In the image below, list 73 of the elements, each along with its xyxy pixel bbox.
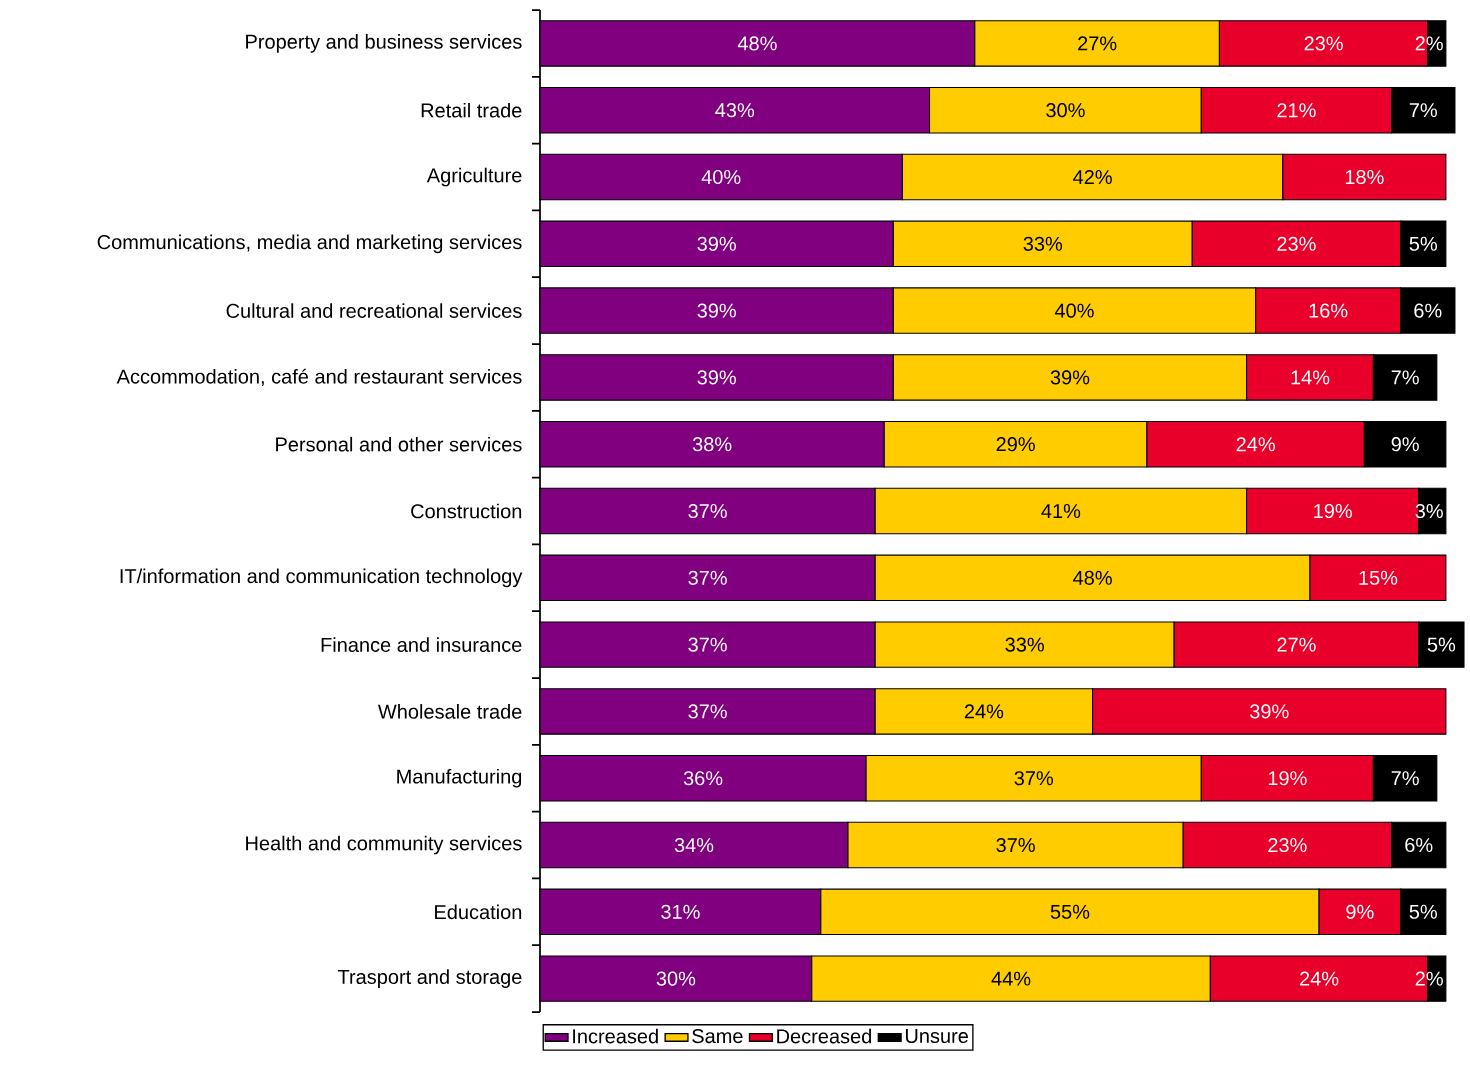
y-tick-label: Manufacturing [397, 768, 522, 788]
data-label: 29% [996, 437, 1035, 452]
data-label: 9% [1391, 437, 1419, 452]
data-label: 55% [1050, 904, 1090, 919]
data-label: 7% [1391, 370, 1419, 385]
data-label: 14% [1291, 370, 1330, 385]
legend-label: Unsure [905, 1029, 968, 1044]
data-label: 34% [674, 837, 714, 853]
data-label: 24% [1300, 971, 1339, 986]
data-label: 5% [1409, 236, 1437, 251]
y-tick-label: Education [435, 904, 522, 920]
data-label: 40% [701, 169, 741, 185]
data-label: 6% [1405, 837, 1433, 853]
y-tick-label: Accommodation, café and restaurant services [116, 368, 522, 387]
y-tick-label: Agriculture [426, 167, 522, 187]
data-label: 5% [1409, 904, 1437, 919]
data-label: 36% [683, 771, 723, 786]
data-label: 23% [1304, 36, 1343, 51]
data-label: 39% [1050, 370, 1090, 385]
data-label: 30% [656, 971, 696, 986]
legend-label: Increased [573, 1028, 658, 1044]
data-label: 6% [1414, 303, 1442, 318]
data-label: 19% [1268, 771, 1307, 786]
data-label: 15% [1359, 570, 1398, 585]
data-label: 24% [964, 704, 1004, 719]
y-tick-label: Trasport and storage [337, 969, 522, 988]
data-label: 48% [737, 36, 777, 51]
legend-label: Decreased [777, 1028, 872, 1044]
data-label: 16% [1309, 303, 1348, 318]
y-tick-label: Communications, media and marketing services [97, 234, 522, 254]
legend-label: Same [692, 1028, 743, 1044]
data-label: 37% [688, 570, 727, 585]
data-label: 19% [1314, 503, 1352, 519]
data-label: 40% [1054, 303, 1094, 318]
data-label: 7% [1391, 771, 1419, 786]
data-label: 43% [715, 103, 755, 118]
data-label: 21% [1277, 103, 1316, 118]
data-label: 37% [688, 503, 727, 519]
data-label: 37% [688, 704, 727, 719]
data-label: 37% [688, 637, 727, 652]
data-label: 27% [1277, 637, 1316, 652]
data-label: 27% [1078, 36, 1117, 51]
y-tick-label: Retail trade [421, 102, 522, 118]
data-label: 39% [697, 303, 736, 318]
y-tick-label: Property and business services [246, 34, 522, 53]
data-label: 37% [996, 837, 1035, 853]
data-label: 39% [697, 236, 736, 251]
data-label: 7% [1409, 103, 1437, 118]
data-label: 23% [1277, 236, 1316, 251]
data-label: 30% [1046, 103, 1085, 118]
y-tick-label: IT/information and communication technology [120, 568, 523, 588]
data-label: 39% [1249, 704, 1289, 719]
data-label: 31% [661, 904, 700, 919]
data-label: 38% [692, 437, 732, 452]
data-label: 23% [1268, 837, 1307, 853]
data-label: 24% [1236, 437, 1275, 452]
data-label: 18% [1345, 169, 1384, 185]
y-tick-label: Construction [411, 503, 522, 519]
data-label: 33% [1023, 236, 1063, 251]
y-tick-label: Wholesale trade [377, 704, 522, 719]
y-tick-label: Finance and insurance [321, 637, 522, 652]
data-label: 37% [1014, 771, 1054, 786]
data-label: 44% [991, 971, 1031, 986]
data-label: 33% [1005, 637, 1044, 652]
y-tick-label: Personal and other services [276, 436, 522, 452]
data-label: 48% [1073, 570, 1112, 585]
data-label: 39% [697, 370, 736, 385]
data-label: 9% [1346, 904, 1374, 919]
data-label: 5% [1427, 637, 1456, 652]
y-tick-label: Cultural and recreational services [226, 303, 522, 318]
data-label: 41% [1041, 504, 1081, 519]
data-label: 42% [1073, 169, 1112, 185]
y-tick-label: Health and community services [246, 835, 522, 855]
